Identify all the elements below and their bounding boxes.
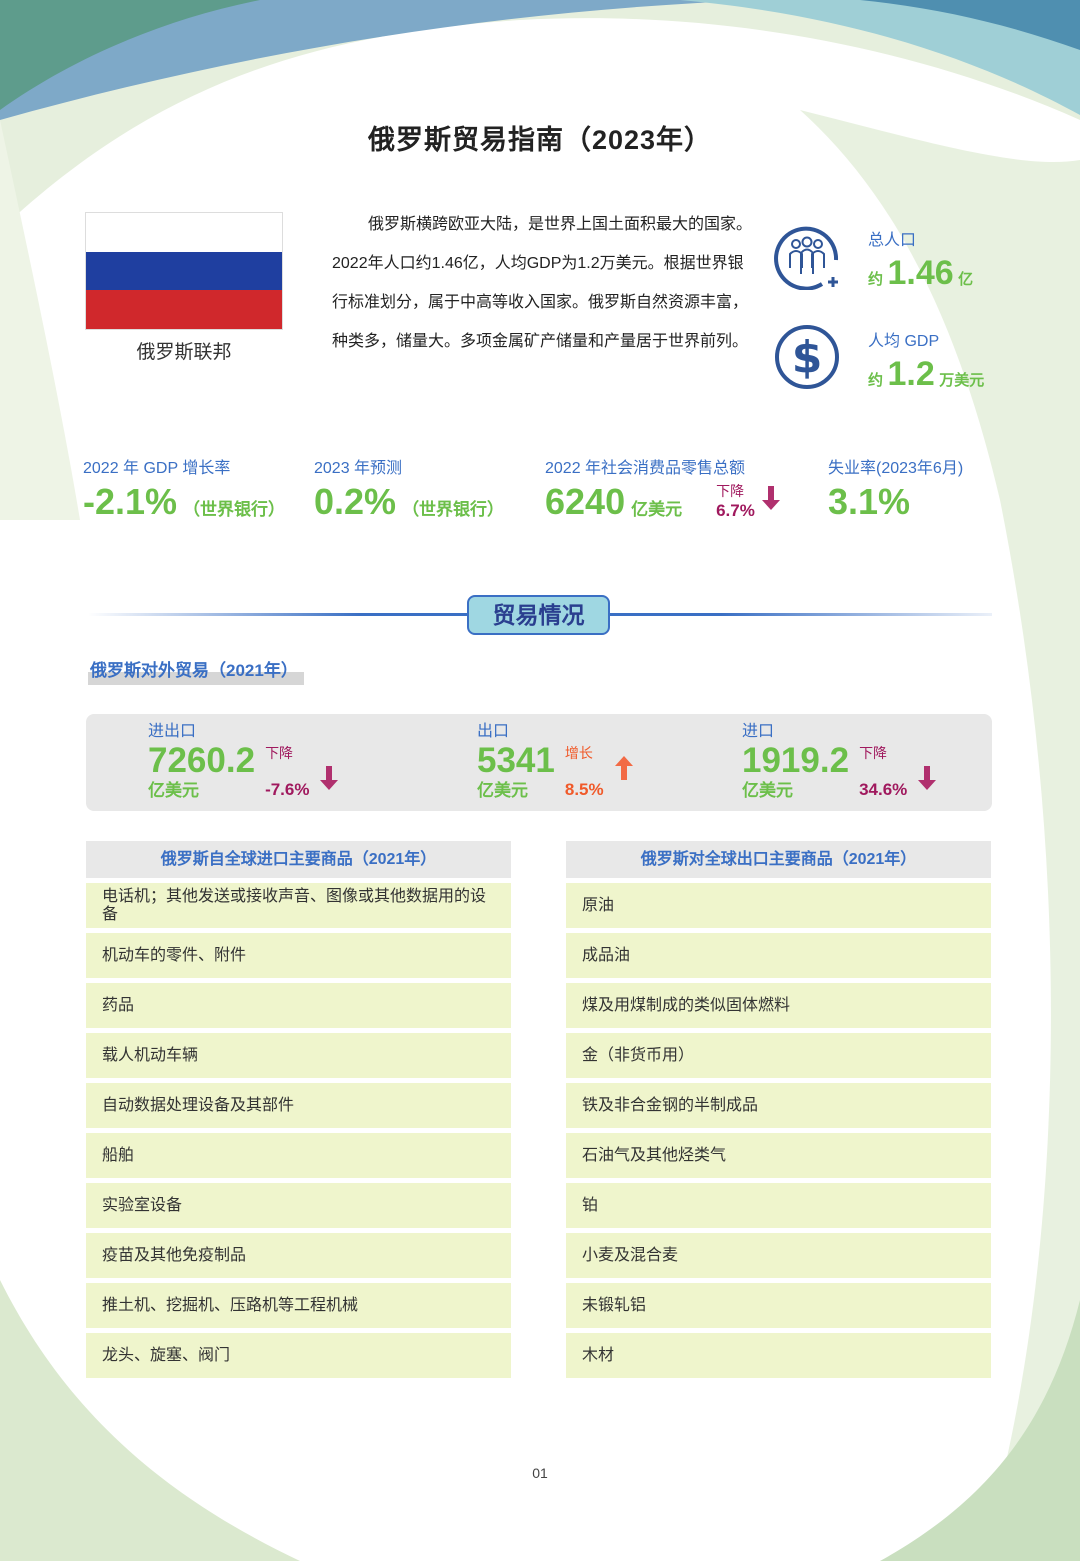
page-number: 01 xyxy=(532,1465,548,1481)
arrow-up-icon xyxy=(614,756,633,780)
unit: 亿美元 xyxy=(148,781,199,800)
list-item: 原油 xyxy=(566,883,991,928)
section-title: 贸易情况 xyxy=(467,595,610,635)
kpi-retail: 2022 年社会消费品零售总额 6240 亿美元 下降 6.7% xyxy=(545,458,781,522)
arrow-down-icon xyxy=(320,766,339,790)
trade-total: 进出口 7260.2 亿美元 下降 -7.6% xyxy=(148,722,339,802)
exports-table: 俄罗斯对全球出口主要商品（2021年） 原油 成品油 煤及用煤制成的类似固体燃料… xyxy=(566,841,991,1378)
list-item: 龙头、旋塞、阀门 xyxy=(86,1333,511,1378)
label: 出口 xyxy=(477,723,510,740)
source-note: （世界银行） xyxy=(183,500,286,519)
gdp-per-capita-number: 1.2 xyxy=(887,355,935,393)
list-item: 煤及用煤制成的类似固体燃料 xyxy=(566,983,991,1028)
trade-import: 进口 1919.2 亿美元 下降 34.6% xyxy=(742,722,937,802)
kpi-gdp-growth-label: 2022 年 GDP 增长率 xyxy=(83,460,231,477)
kpi-unemployment-label: 失业率(2023年6月) xyxy=(828,460,964,477)
change-label: 下降 xyxy=(859,745,888,761)
list-item: 铂 xyxy=(566,1183,991,1228)
page-title: 俄罗斯贸易指南（2023年） xyxy=(367,125,713,155)
population-value: 约 1.46 亿 xyxy=(868,253,973,300)
unit: 亿美元 xyxy=(631,500,683,519)
kpi-gdp-growth: 2022 年 GDP 增长率 -2.1% （世界银行） xyxy=(83,458,285,522)
list-item: 金（非货币用） xyxy=(566,1033,991,1078)
list-item: 未锻轧铝 xyxy=(566,1283,991,1328)
imports-header: 俄罗斯自全球进口主要商品（2021年） xyxy=(86,841,511,878)
kpi-retail-value: 6240 xyxy=(545,481,626,522)
retail-change-value: 6.7% xyxy=(716,501,755,520)
trade-summary-box: 进出口 7260.2 亿美元 下降 -7.6% 出口 5341 亿美元 增长 8… xyxy=(86,714,992,811)
value: 7260.2 xyxy=(148,741,256,780)
list-item: 木材 xyxy=(566,1333,991,1378)
list-item: 实验室设备 xyxy=(86,1183,511,1228)
kpi-forecast: 2023 年预测 0.2% （世界银行） xyxy=(314,458,504,522)
change-value: 8.5% xyxy=(564,780,604,799)
list-item: 石油气及其他烃类气 xyxy=(566,1133,991,1178)
list-item: 船舶 xyxy=(86,1133,511,1178)
trade-export: 出口 5341 亿美元 增长 8.5% xyxy=(477,722,634,802)
list-item: 推土机、挖掘机、压路机等工程机械 xyxy=(86,1283,511,1328)
gdp-per-capita-value: 约 1.2 万美元 xyxy=(868,354,984,401)
change-value: -7.6% xyxy=(265,780,310,799)
list-item: 机动车的零件、附件 xyxy=(86,933,511,978)
population-unit: 亿 xyxy=(958,271,974,288)
list-item: 载人机动车辆 xyxy=(86,1033,511,1078)
change-label: 下降 xyxy=(265,745,294,761)
imports-table: 俄罗斯自全球进口主要商品（2021年） 电话机；其他发送或接收声音、图像或其他数… xyxy=(86,841,511,1378)
trade-subtitle: 俄罗斯对外贸易（2021年） xyxy=(88,656,304,685)
kpi-forecast-label: 2023 年预测 xyxy=(314,460,403,477)
gdp-per-capita-unit: 万美元 xyxy=(939,372,985,389)
people-plus-icon xyxy=(774,226,839,290)
unit: 亿美元 xyxy=(742,781,793,800)
kpi-unemployment: 失业率(2023年6月) 3.1% xyxy=(828,458,963,522)
list-item: 小麦及混合麦 xyxy=(566,1233,991,1278)
svg-text:$: $ xyxy=(792,332,823,383)
change-value: 34.6% xyxy=(859,780,908,799)
population-label: 总人口 xyxy=(868,232,917,249)
gdp-per-capita-label: 人均 GDP xyxy=(868,333,940,350)
retail-change-label: 下降 xyxy=(716,483,745,499)
label: 进口 xyxy=(742,723,775,740)
population-number: 1.46 xyxy=(887,254,954,292)
kpi-retail-label: 2022 年社会消费品零售总额 xyxy=(545,460,746,477)
list-item: 疫苗及其他免疫制品 xyxy=(86,1233,511,1278)
list-item: 铁及非合金钢的半制成品 xyxy=(566,1083,991,1128)
list-item: 药品 xyxy=(86,983,511,1028)
label: 进出口 xyxy=(148,723,197,740)
value: 5341 xyxy=(477,741,555,780)
kpi-forecast-value: 0.2% xyxy=(314,481,397,522)
value: 1919.2 xyxy=(742,741,850,780)
list-item: 成品油 xyxy=(566,933,991,978)
unit: 亿美元 xyxy=(477,781,528,800)
arrow-down-icon xyxy=(918,766,937,790)
source-note: （世界银行） xyxy=(402,500,505,519)
kpi-gdp-growth-value: -2.1% xyxy=(83,481,178,522)
exports-header: 俄罗斯对全球出口主要商品（2021年） xyxy=(566,841,991,878)
dollar-icon: $ xyxy=(775,325,839,389)
intro-text: 俄罗斯横跨欧亚大陆，是世界上国土面积最大的国家。2022年人口约1.46亿，人均… xyxy=(332,216,753,350)
russia-flag xyxy=(85,212,283,330)
list-item: 电话机；其他发送或接收声音、图像或其他数据用的设备 xyxy=(86,883,511,928)
country-name: 俄罗斯联邦 xyxy=(136,342,232,363)
arrow-down-icon xyxy=(761,486,780,510)
list-item: 自动数据处理设备及其部件 xyxy=(86,1083,511,1128)
approx-prefix: 约 xyxy=(868,271,884,288)
change-label: 增长 xyxy=(564,745,593,761)
approx-prefix: 约 xyxy=(868,372,884,389)
kpi-unemployment-value: 3.1% xyxy=(828,481,911,522)
